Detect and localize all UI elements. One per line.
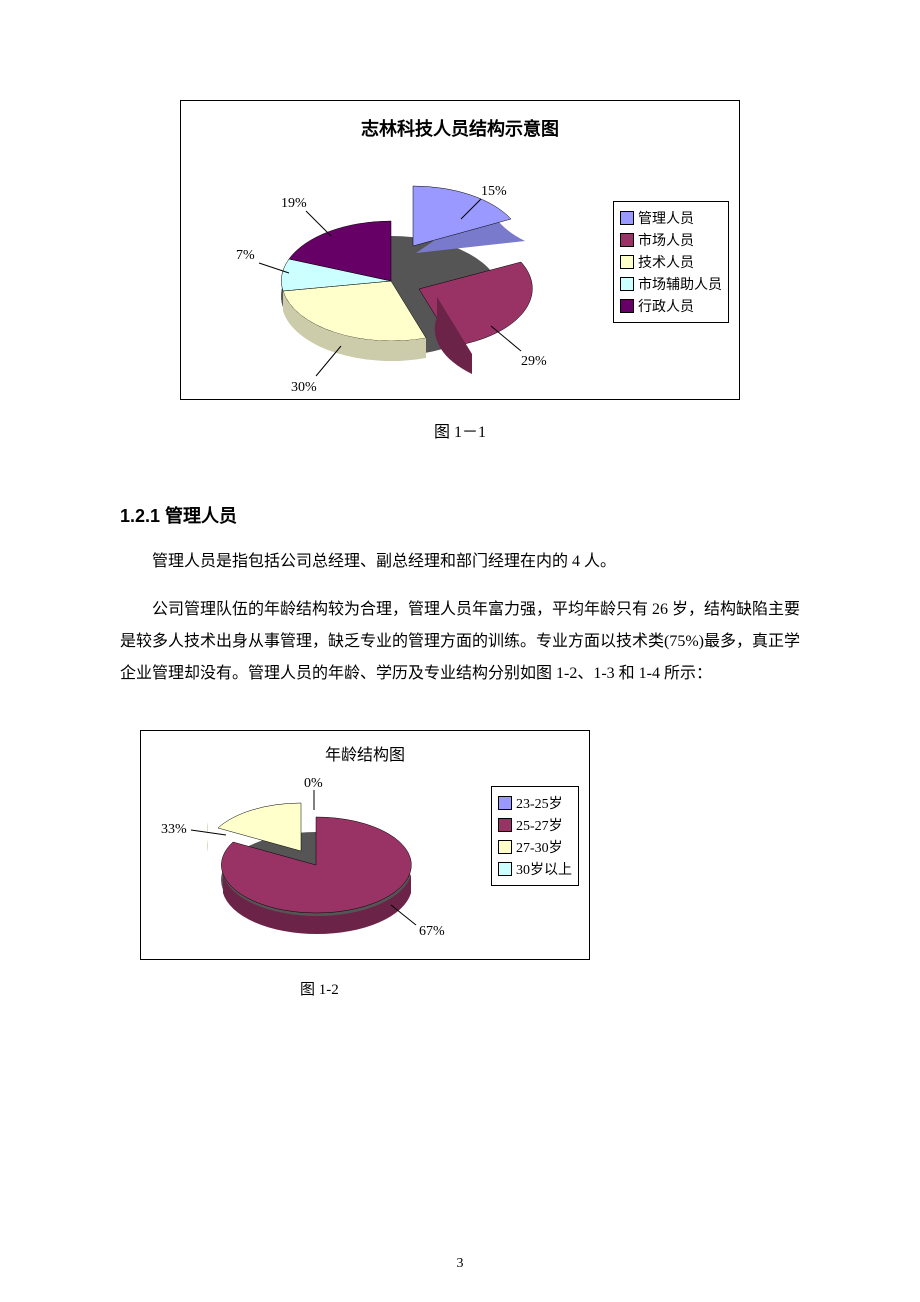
chart1-caption: 图 1－1: [120, 418, 800, 442]
legend-label: 30岁以上: [516, 859, 572, 879]
legend-label: 技术人员: [638, 252, 694, 272]
chart1-pct-1: 29%: [521, 354, 547, 369]
legend-swatch: [498, 818, 512, 832]
legend-label: 25-27岁: [516, 815, 563, 835]
paragraph: 管理人员是指包括公司总经理、副总经理和部门经理在内的 4 人。: [120, 546, 800, 578]
legend-label: 行政人员: [638, 296, 694, 316]
document-page: 志林科技人员结构示意图 15% 29% 30%: [0, 0, 920, 1302]
legend-item: 技术人员: [620, 252, 722, 272]
chart2-legend: 23-25岁 25-27岁 27-30岁 30岁以上: [491, 786, 579, 886]
chart-personnel-structure: 志林科技人员结构示意图 15% 29% 30%: [180, 100, 740, 400]
chart-age-structure: 年龄结构图 0% 67% 33% 23-25岁: [140, 730, 590, 960]
legend-item: 25-27岁: [498, 815, 572, 835]
legend-label: 市场辅助人员: [638, 274, 722, 294]
chart2-caption: 图 1-2: [300, 978, 800, 999]
legend-item: 行政人员: [620, 296, 722, 316]
chart1-title: 志林科技人员结构示意图: [181, 101, 739, 141]
legend-item: 市场辅助人员: [620, 274, 722, 294]
legend-swatch: [620, 277, 634, 291]
legend-item: 管理人员: [620, 208, 722, 228]
legend-item: 30岁以上: [498, 859, 572, 879]
legend-swatch: [620, 255, 634, 269]
legend-label: 管理人员: [638, 208, 694, 228]
chart2-title: 年龄结构图: [141, 731, 589, 765]
legend-swatch: [498, 796, 512, 810]
legend-swatch: [620, 233, 634, 247]
chart1-pct-0: 15%: [481, 184, 507, 199]
legend-item: 27-30岁: [498, 837, 572, 857]
chart1-pct-3: 7%: [236, 248, 255, 263]
legend-label: 23-25岁: [516, 793, 563, 813]
chart1-pct-4: 19%: [281, 196, 307, 211]
chart1-legend: 管理人员 市场人员 技术人员 市场辅助人员 行政人员: [613, 201, 729, 323]
legend-swatch: [498, 862, 512, 876]
chart2-pct-2: 33%: [161, 822, 187, 837]
legend-item: 23-25岁: [498, 793, 572, 813]
legend-item: 市场人员: [620, 230, 722, 250]
legend-swatch: [620, 299, 634, 313]
page-number: 3: [0, 1256, 920, 1272]
legend-swatch: [620, 211, 634, 225]
chart2-pct-0: 0%: [304, 776, 323, 791]
legend-swatch: [498, 840, 512, 854]
section-heading: 1.2.1 管理人员: [120, 502, 800, 528]
legend-label: 27-30岁: [516, 837, 563, 857]
legend-label: 市场人员: [638, 230, 694, 250]
paragraph: 公司管理队伍的年龄结构较为合理，管理人员年富力强，平均年龄只有 26 岁，结构缺…: [120, 594, 800, 690]
chart2-pct-1: 67%: [419, 924, 445, 939]
chart1-pct-2: 30%: [291, 380, 317, 395]
